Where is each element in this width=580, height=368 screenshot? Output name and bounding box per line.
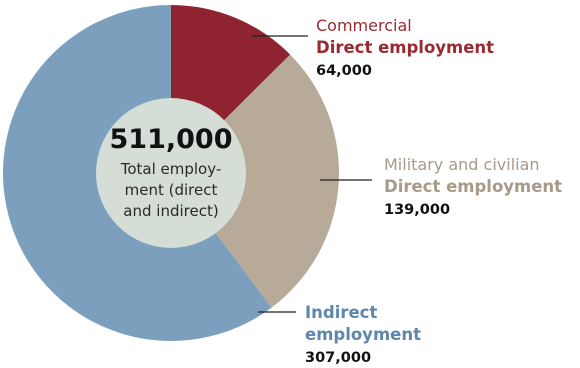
total-caption-line-3: and indirect) <box>123 202 218 220</box>
commercial-label-line-2: Direct employment <box>316 38 494 57</box>
military-value-label: 139,000 <box>384 202 450 218</box>
commercial-label-line-1: Commercial <box>316 16 412 35</box>
commercial-label: Commercial Direct employment 64,000 <box>316 16 494 79</box>
indirect-label-line-2: employment <box>305 325 421 344</box>
center-summary: 511,000 Total employ- ment (direct and i… <box>110 124 233 220</box>
total-caption-line-2: ment (direct <box>125 181 218 199</box>
indirect-label-line-1: Indirect <box>305 303 377 322</box>
total-caption-line-1: Total employ- <box>120 160 222 178</box>
military-slice <box>171 54 339 308</box>
military-label-line-2: Direct employment <box>384 177 562 196</box>
military-label: Military and civilian Direct employment … <box>384 155 562 218</box>
total-employment-value: 511,000 <box>110 124 233 155</box>
commercial-value-label: 64,000 <box>316 63 372 79</box>
center-disc <box>96 98 246 248</box>
indirect-value-label: 307,000 <box>305 350 371 366</box>
military-label-line-1: Military and civilian <box>384 155 540 174</box>
indirect-label: Indirect employment 307,000 <box>305 303 421 366</box>
